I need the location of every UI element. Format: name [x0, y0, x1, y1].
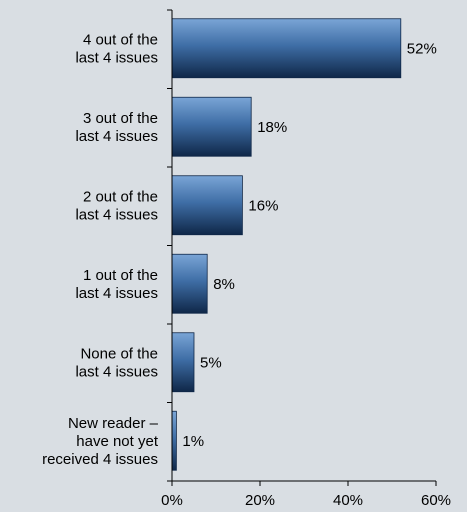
- bar: [171, 410, 177, 471]
- category-label: last 4 issues: [75, 128, 158, 145]
- category-label: 2 out of the: [83, 188, 158, 205]
- category-label: have not yet: [76, 433, 159, 450]
- value-label: 18%: [257, 119, 287, 136]
- x-tick-label: 0%: [161, 492, 183, 509]
- bar: [171, 175, 243, 236]
- category-label: New reader –: [68, 415, 159, 432]
- category-label: 1 out of the: [83, 267, 158, 284]
- x-tick-label: 60%: [421, 492, 451, 509]
- x-tick-label: 20%: [245, 492, 275, 509]
- value-label: 1%: [182, 433, 204, 450]
- bar: [171, 18, 402, 79]
- category-label: last 4 issues: [75, 285, 158, 302]
- value-label: 8%: [213, 276, 235, 293]
- category-label: received 4 issues: [42, 451, 158, 468]
- category-label: last 4 issues: [75, 206, 158, 223]
- x-tick-label: 40%: [333, 492, 363, 509]
- category-label: last 4 issues: [75, 49, 158, 66]
- category-label: last 4 issues: [75, 363, 158, 380]
- bar: [171, 253, 208, 314]
- category-label: 3 out of the: [83, 110, 158, 127]
- bar: [171, 332, 195, 393]
- bar: [171, 96, 252, 157]
- category-label: 4 out of the: [83, 31, 158, 48]
- value-label: 5%: [200, 354, 222, 371]
- value-label: 52%: [407, 40, 437, 57]
- value-label: 16%: [248, 197, 278, 214]
- category-label: None of the: [80, 345, 158, 362]
